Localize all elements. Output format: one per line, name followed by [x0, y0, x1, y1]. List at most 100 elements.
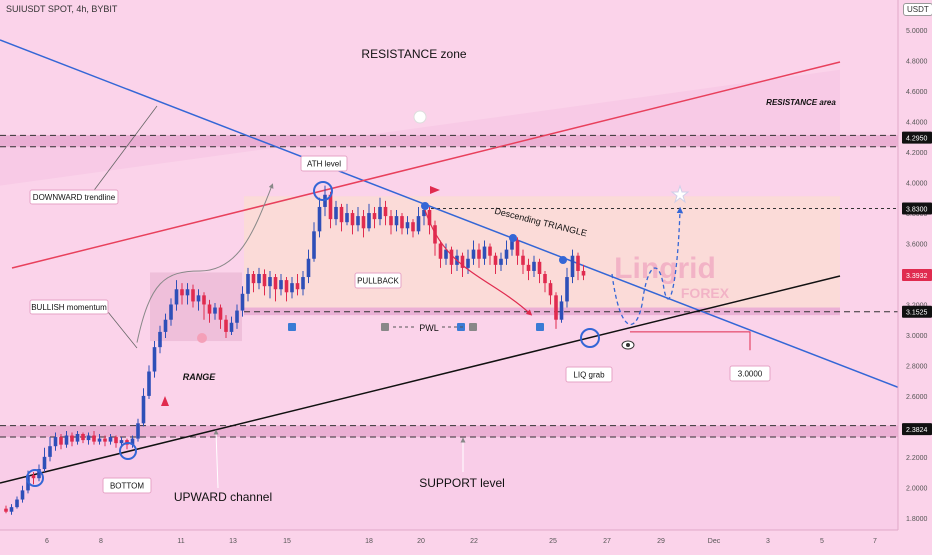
- candle: [251, 270, 256, 293]
- candle: [543, 270, 547, 293]
- candle-body: [4, 508, 8, 512]
- pwl-label: PWL: [419, 323, 439, 333]
- candle-body: [207, 304, 212, 314]
- candle: [268, 270, 272, 299]
- pwl-zone-band: [244, 307, 840, 316]
- candle-body: [119, 440, 124, 444]
- left-low-highlight-icon: [26, 469, 44, 487]
- candle-body: [174, 289, 179, 305]
- candle: [482, 240, 487, 265]
- candle-body: [356, 216, 360, 226]
- y-tick-label: 2.8000: [906, 363, 928, 370]
- candle-body: [136, 423, 140, 439]
- bottom-label: BOTTOM: [102, 477, 152, 494]
- x-tick-label: 3: [766, 538, 770, 545]
- upward-channel-pointer: [213, 429, 219, 489]
- candle: [581, 264, 586, 281]
- resistance-area-label: RESISTANCE area: [766, 98, 836, 107]
- candle: [75, 430, 80, 445]
- candle-body: [328, 194, 333, 220]
- x-tick-label: 7: [873, 538, 877, 545]
- price-tag-label: 3.1525: [906, 310, 928, 317]
- candle-body: [251, 274, 256, 284]
- candle: [114, 435, 118, 448]
- candle: [180, 283, 184, 305]
- candle-body: [81, 434, 85, 441]
- candle: [378, 197, 382, 226]
- candle: [185, 283, 190, 305]
- candle-body: [59, 437, 63, 445]
- candle-body: [493, 255, 498, 265]
- descending-triangle-box: [244, 196, 840, 308]
- candle-body: [279, 280, 283, 290]
- candle: [273, 274, 278, 302]
- dot-icon: [559, 256, 567, 264]
- currency-badge[interactable]: USDT: [903, 3, 932, 16]
- y-tick-label: 3.6000: [906, 242, 928, 249]
- y-tick-label: 3.0000: [906, 333, 928, 340]
- candle-body: [350, 213, 355, 226]
- candle: [389, 210, 393, 235]
- up-arrow-icon: [288, 323, 296, 331]
- candle: [213, 302, 217, 320]
- candle: [565, 267, 569, 308]
- candle-body: [312, 231, 316, 259]
- candle: [416, 206, 421, 235]
- y-tick-label: 2.6000: [906, 394, 928, 401]
- candle: [361, 210, 366, 238]
- price-tag-label: 3.3932: [906, 273, 928, 280]
- check-icon: [469, 323, 477, 331]
- candle: [103, 435, 107, 447]
- candle-body: [548, 283, 553, 296]
- candle: [334, 200, 338, 226]
- x-tick-label: 25: [549, 538, 557, 545]
- support-level-label: SUPPORT level: [419, 476, 505, 490]
- x-tick-label: 15: [283, 538, 291, 545]
- upward-channel-label: UPWARD channel: [174, 490, 272, 504]
- x-tick-label: 29: [657, 538, 665, 545]
- candle: [218, 304, 223, 329]
- candle: [576, 252, 580, 281]
- flag-icon: [430, 186, 440, 194]
- candle-body: [169, 304, 173, 320]
- candle: [306, 249, 311, 284]
- x-tick-label: 18: [365, 538, 373, 545]
- candle: [240, 286, 245, 317]
- snail-icon: [197, 333, 207, 343]
- candle: [521, 249, 525, 274]
- candle: [317, 197, 322, 238]
- eye-pupil-icon: [626, 343, 630, 347]
- projection-path: [611, 206, 684, 325]
- x-tick-label: Dec: [708, 538, 721, 545]
- ath-level-label: ATH level: [300, 155, 348, 172]
- candle-body: [97, 438, 102, 442]
- candle: [59, 434, 63, 450]
- candle: [284, 277, 289, 302]
- bottom-highlight-icon: [119, 442, 137, 460]
- bullish-momentum-label-text: BULLISH momentum: [31, 303, 107, 312]
- candle-body: [554, 295, 558, 320]
- candle-body: [15, 499, 19, 508]
- candle: [537, 258, 542, 284]
- candle: [86, 432, 91, 445]
- y-tick-label: 4.6000: [906, 89, 928, 96]
- candle-body: [141, 395, 146, 424]
- upward-channel-bottom-line: [0, 275, 841, 484]
- candle-body: [510, 240, 514, 250]
- candle: [372, 206, 377, 229]
- candle-body: [576, 255, 580, 271]
- candle: [477, 243, 481, 268]
- candle-body: [163, 319, 168, 332]
- candle: [444, 243, 448, 265]
- y-tick-label: 1.8000: [906, 516, 928, 523]
- candle-body: [416, 216, 421, 232]
- candle: [350, 210, 355, 235]
- candle: [499, 252, 503, 271]
- candle-body: [466, 258, 470, 268]
- candle-body: [515, 240, 520, 256]
- candle-body: [147, 371, 151, 396]
- candle: [141, 388, 146, 427]
- candle-body: [581, 270, 586, 276]
- candle-body: [499, 258, 503, 265]
